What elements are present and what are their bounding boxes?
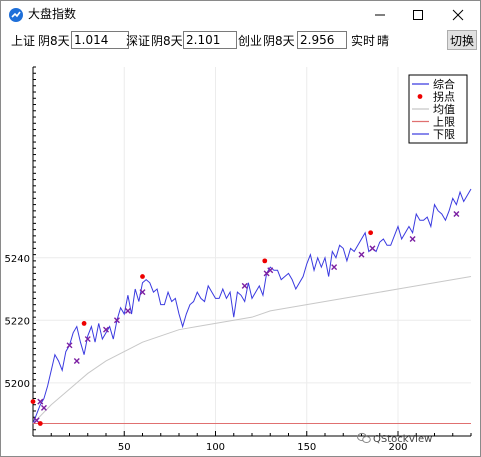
inflection-point: [81, 321, 87, 326]
marker-x: [84, 336, 91, 343]
wechat-icon: [357, 432, 371, 443]
close-button[interactable]: [435, 1, 480, 29]
legend-label: 拐点: [433, 90, 455, 104]
close-icon: [452, 9, 464, 21]
realtime-weather: 晴: [377, 34, 390, 48]
inflection-point: [37, 421, 43, 426]
marker-x: [66, 342, 73, 349]
marker-x: [369, 245, 376, 252]
y-tick-label: 5200: [5, 379, 30, 390]
legend-label: 综合: [433, 77, 455, 91]
y-tick-label: 5220: [5, 316, 30, 327]
sz-weather: 阴8天: [151, 34, 183, 48]
sz-value-input[interactable]: 2.101: [183, 31, 237, 49]
y-tick-label: 5240: [5, 254, 30, 265]
sh-value-input[interactable]: 1.014: [71, 31, 129, 49]
maximize-button[interactable]: [395, 1, 441, 29]
series-line-average: [32, 276, 472, 424]
legend-label: 上限: [433, 116, 455, 129]
inflection-point: [368, 230, 374, 236]
window-title: 大盘指数: [28, 7, 77, 21]
chart-app-icon: [9, 8, 23, 22]
marker-x: [331, 264, 338, 271]
marker-x: [453, 210, 460, 217]
realtime-label: 实时: [351, 34, 376, 48]
marker-x: [33, 417, 40, 424]
sh-label: 上证: [11, 34, 36, 48]
legend-swatch: [417, 94, 423, 99]
marker-x: [37, 398, 44, 405]
inflection-point: [30, 399, 36, 405]
marker-x: [113, 317, 120, 324]
watermark-text: QStockView: [373, 434, 433, 445]
sh-weather: 阴8天: [38, 34, 70, 48]
marker-x: [139, 289, 146, 296]
x-tick-label: 150: [297, 442, 316, 453]
legend-label: 均值: [433, 103, 455, 116]
marker-x: [409, 235, 416, 242]
marker-x: [103, 326, 109, 333]
cy-label: 创业: [238, 34, 263, 48]
x-tick-label: 50: [118, 442, 131, 453]
cy-value-input[interactable]: 2.956: [297, 31, 347, 49]
index-chart: 50 100 150 200 5200 5220 5240 综合 拐点 均值 上限 下限: [1, 55, 480, 456]
title-bar: 大盘指数: [1, 1, 480, 29]
cy-weather: 阴8天: [263, 34, 295, 48]
marker-x: [73, 357, 80, 364]
minimize-icon: [375, 14, 385, 16]
inflection-point: [140, 274, 145, 279]
minimize-button[interactable]: [357, 1, 403, 29]
maximize-icon: [413, 10, 423, 20]
x-tick-label: 200: [388, 442, 407, 453]
marker-x: [267, 267, 274, 274]
switch-button[interactable]: 切换: [447, 30, 477, 50]
legend-label: 下限: [433, 128, 455, 141]
marker-x: [358, 251, 365, 258]
series-line-composite: [32, 188, 472, 424]
sz-label: 深证: [126, 34, 151, 48]
index-toolbar: 上证 阴8天 1.014 深证 阴8天 2.101 创业 阴8天 2.956 实…: [1, 29, 480, 53]
x-tick-label: 100: [206, 442, 225, 453]
inflection-point: [262, 258, 268, 264]
marker-x: [124, 307, 131, 314]
marker-x: [40, 404, 47, 411]
marker-x: [241, 282, 248, 289]
